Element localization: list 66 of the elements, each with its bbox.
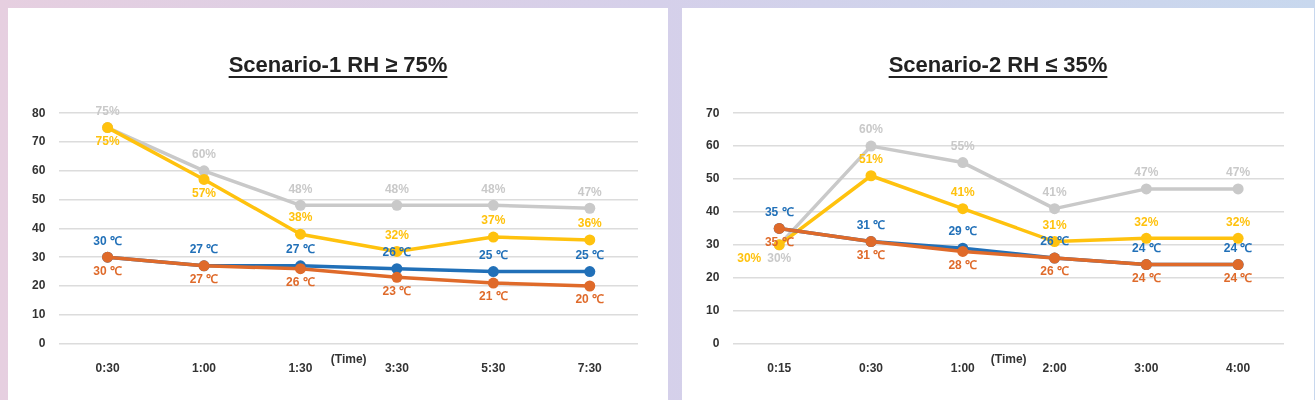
data-label: 25 ℃	[478, 247, 508, 262]
y-tick-label: 10	[705, 303, 720, 317]
data-label: 24 ℃	[1131, 270, 1161, 285]
chart-title: Scenario-1 RH ≥ 75%	[227, 51, 449, 79]
data-label: 30 ℃	[93, 263, 122, 278]
x-tick-label: 1:30	[288, 361, 313, 376]
y-tick-label: 70	[31, 134, 46, 149]
y-tick-label: 20	[31, 278, 46, 293]
data-label: 28 ℃	[948, 257, 978, 272]
data-label: 27 ℃	[189, 272, 219, 287]
data-label: 29 ℃	[948, 224, 978, 239]
x-tick-label: 0:30	[859, 361, 884, 376]
data-label: 21 ℃	[478, 289, 508, 304]
data-label: 37%	[481, 213, 506, 228]
data-label: 24 ℃	[1223, 270, 1253, 285]
data-label: 75%	[95, 133, 120, 148]
y-tick-label: 20	[705, 270, 720, 285]
y-tick-label: 40	[31, 220, 46, 235]
x-tick-label: 0:15	[767, 361, 792, 376]
x-tick-label: 2:00	[1042, 361, 1067, 376]
y-tick-label: 80	[31, 105, 46, 120]
data-label: 27 ℃	[189, 242, 219, 257]
data-label: 38%	[288, 210, 313, 225]
data-label: 41%	[950, 184, 976, 199]
data-label: 31 ℃	[856, 247, 886, 262]
x-tick-label: 5:30	[481, 361, 506, 376]
y-tick-label: 70	[705, 105, 720, 120]
x-tick-label: 4:00	[1226, 361, 1251, 376]
y-tick-label: 10	[31, 307, 46, 322]
data-label: 23 ℃	[382, 283, 412, 298]
data-label: 51%	[859, 152, 884, 167]
data-label: 20 ℃	[575, 292, 605, 307]
y-tick-label: 30	[705, 237, 720, 252]
data-label: 30 ℃	[93, 233, 122, 248]
data-label: 24 ℃	[1131, 240, 1161, 255]
x-tick-label: 3:00	[1134, 361, 1159, 376]
data-label: 32%	[1134, 214, 1159, 229]
chart-title: Scenario-2 RH ≤ 35%	[887, 51, 1109, 79]
y-tick-label: 50	[705, 171, 720, 186]
data-label: 32%	[1226, 214, 1251, 229]
data-label: 27 ℃	[286, 242, 315, 257]
y-tick-label: 30	[31, 249, 46, 264]
y-tick-label: 50	[31, 191, 46, 206]
data-label: 35 ℃	[764, 204, 794, 219]
y-tick-label: 40	[705, 204, 720, 219]
y-tick-label: 0	[712, 335, 720, 350]
y-tick-label: 60	[705, 138, 720, 153]
data-label: 26 ℃	[1040, 264, 1069, 279]
data-label: 24 ℃	[1223, 240, 1253, 255]
data-label: 32%	[384, 227, 410, 242]
x-tick-label: 1:00	[950, 361, 976, 376]
data-label: 31 ℃	[856, 217, 886, 232]
data-label: 57%	[192, 185, 217, 200]
x-axis-title: (Time)	[990, 351, 1027, 366]
data-label: 30%	[737, 251, 762, 266]
data-label: 25 ℃	[575, 247, 605, 262]
y-tick-label: 0	[38, 335, 46, 350]
x-tick-label: 1:00	[192, 361, 217, 376]
data-label: 36%	[577, 216, 603, 231]
y-tick-label: 60	[31, 163, 46, 178]
data-label: 26 ℃	[286, 275, 315, 290]
x-tick-label: 7:30	[577, 361, 603, 376]
x-tick-label: 3:30	[384, 361, 410, 376]
x-axis-title: (Time)	[330, 351, 367, 366]
x-tick-label: 0:30	[95, 361, 120, 376]
data-label: 31%	[1042, 217, 1067, 232]
